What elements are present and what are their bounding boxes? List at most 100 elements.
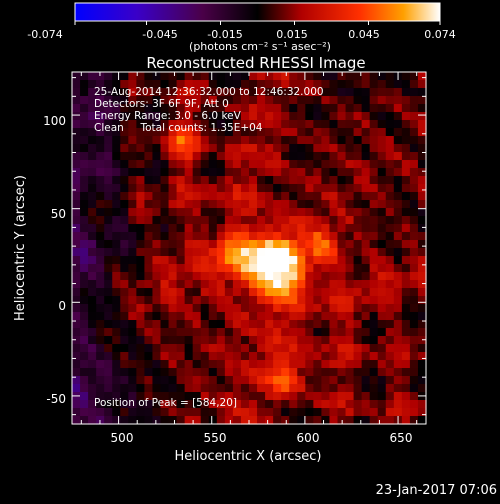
heatmap-cell <box>289 176 298 185</box>
heatmap-cell <box>152 384 162 393</box>
heatmap-cell <box>361 72 371 81</box>
heatmap-cell <box>144 248 154 257</box>
heatmap-cell <box>401 296 411 305</box>
heatmap-cell <box>136 88 146 97</box>
heatmap-cell <box>289 272 298 281</box>
heatmap-cell <box>321 184 331 193</box>
heatmap-cell <box>281 200 290 209</box>
heatmap-cell <box>257 368 266 377</box>
heatmap-cell <box>249 232 258 241</box>
heatmap-cell <box>401 176 411 185</box>
heatmap-cell <box>337 240 347 249</box>
heatmap-cell <box>289 136 298 145</box>
heatmap-cell <box>369 328 379 337</box>
heatmap-cell <box>208 248 218 257</box>
heatmap-cell <box>313 216 323 225</box>
heatmap-cell <box>232 344 242 353</box>
heatmap-cell <box>305 328 314 337</box>
heatmap-cell <box>249 288 258 297</box>
heatmap-cell <box>321 352 331 361</box>
heatmap-cell <box>184 168 194 177</box>
heatmap-cell <box>184 312 194 321</box>
heatmap-cell <box>369 272 379 281</box>
heatmap-cell <box>232 336 242 345</box>
heatmap-cell <box>257 416 266 425</box>
heatmap-cell <box>88 344 97 353</box>
heatmap-cell <box>337 408 347 417</box>
heatmap-cell <box>297 240 306 249</box>
heatmap-cell <box>401 152 411 161</box>
heatmap-cell <box>321 104 331 113</box>
heatmap-cell <box>200 208 210 217</box>
heatmap-cell <box>136 208 146 217</box>
heatmap-cell <box>88 240 97 249</box>
heatmap-cell <box>184 376 194 385</box>
heatmap-cell <box>208 368 218 377</box>
heatmap-cell <box>152 112 162 121</box>
heatmap-cell <box>377 256 387 265</box>
heatmap-cell <box>329 80 339 89</box>
heatmap-cell <box>353 152 363 161</box>
heatmap-cell <box>409 112 419 121</box>
heatmap-cell <box>297 200 306 209</box>
heatmap-cell <box>377 416 387 425</box>
heatmap-cell <box>168 128 178 137</box>
heatmap-cell <box>128 72 137 81</box>
heatmap-cell <box>168 296 178 305</box>
heatmap-cell <box>313 264 323 273</box>
heatmap-cell <box>168 184 178 193</box>
heatmap-cell <box>289 120 298 129</box>
heatmap-cell <box>409 272 419 281</box>
heatmap-cell <box>385 304 395 313</box>
heatmap-cell <box>257 288 266 297</box>
heatmap-cell <box>232 232 242 241</box>
heatmap-cell <box>80 400 89 409</box>
heatmap-cell <box>160 112 170 121</box>
heatmap-cell <box>265 192 274 201</box>
heatmap-cell <box>128 248 137 257</box>
heatmap-cell <box>120 192 129 201</box>
heatmap-cell <box>401 272 411 281</box>
heatmap-cell <box>417 352 427 361</box>
heatmap-cell <box>224 152 234 161</box>
heatmap-cell <box>377 104 387 113</box>
heatmap-cell <box>240 200 250 209</box>
heatmap-cell <box>200 264 210 273</box>
heatmap-cell <box>273 296 282 305</box>
heatmap-cell <box>337 392 347 401</box>
heatmap-cell <box>192 264 202 273</box>
heatmap-cell <box>104 104 113 113</box>
heatmap-cell <box>361 376 371 385</box>
heatmap-cell <box>112 264 121 273</box>
heatmap-cell <box>297 144 306 153</box>
heatmap-cell <box>240 88 250 97</box>
heatmap-cell <box>144 224 154 233</box>
heatmap-cell <box>377 176 387 185</box>
heatmap-cell <box>281 72 290 81</box>
heatmap-cell <box>240 152 250 161</box>
heatmap-cell <box>345 256 355 265</box>
heatmap-cell <box>345 272 355 281</box>
heatmap-cell <box>144 256 154 265</box>
heatmap-cell <box>329 248 339 257</box>
heatmap-cell <box>353 80 363 89</box>
heatmap-cell <box>144 128 154 137</box>
heatmap-cell <box>96 256 105 265</box>
heatmap-cell <box>176 296 186 305</box>
heatmap-cell <box>377 296 387 305</box>
heatmap-cell <box>144 208 154 217</box>
heatmap-cell <box>160 368 170 377</box>
heatmap-cell <box>393 312 403 321</box>
heatmap-cell <box>112 104 121 113</box>
heatmap-cell <box>385 320 395 329</box>
heatmap-cell <box>232 200 242 209</box>
heatmap-cell <box>192 112 202 121</box>
heatmap-cell <box>200 304 210 313</box>
heatmap-cell <box>224 160 234 169</box>
heatmap-cell <box>128 136 137 145</box>
heatmap-cell <box>224 88 234 97</box>
heatmap-cell <box>192 224 202 233</box>
heatmap-cell <box>216 272 226 281</box>
heatmap-cell <box>313 288 323 297</box>
heatmap-cell <box>72 112 81 121</box>
